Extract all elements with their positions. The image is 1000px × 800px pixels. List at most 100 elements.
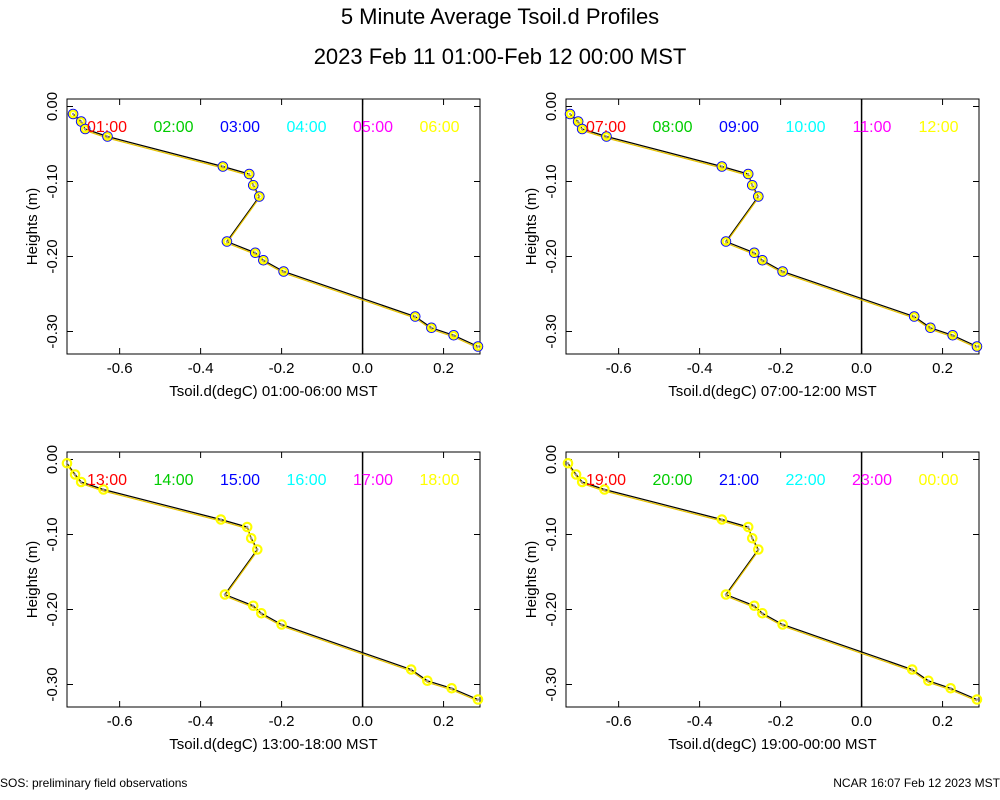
y-tick-label: 0.00 <box>44 445 61 474</box>
data-point-center <box>476 698 480 701</box>
data-point <box>279 267 289 276</box>
x-axis-label: Tsoil.d(degC) 13:00-18:00 MST <box>169 736 377 753</box>
data-point-center <box>580 480 584 484</box>
data-point-center <box>245 525 249 529</box>
data-point <box>577 124 587 134</box>
legend-label: 14:00 <box>153 472 193 489</box>
legend-label: 17:00 <box>353 472 393 489</box>
y-tick-label: -0.10 <box>44 164 61 198</box>
data-point <box>75 476 87 488</box>
data-point <box>746 532 758 544</box>
profile-line <box>567 464 978 702</box>
data-point <box>909 312 919 321</box>
data-point-center <box>574 473 578 476</box>
x-tick-label: -0.2 <box>768 713 794 730</box>
data-point-center <box>280 623 283 626</box>
data-point <box>245 532 257 544</box>
data-point <box>76 117 86 126</box>
data-point-center <box>219 518 223 521</box>
plot-frame <box>565 451 980 708</box>
data-point-center <box>254 251 257 254</box>
data-point-center <box>79 480 83 484</box>
x-tick-label: 0.0 <box>851 713 872 730</box>
data-point <box>599 484 610 495</box>
data-point-center <box>221 165 225 168</box>
profile-line <box>72 113 479 348</box>
data-point-center <box>576 120 580 123</box>
data-point-center <box>975 345 979 348</box>
data-point <box>972 342 982 351</box>
data-point-center <box>724 593 728 596</box>
data-point-center <box>452 334 455 337</box>
legend-label: 08:00 <box>652 119 692 136</box>
y-tick-label: 0.00 <box>543 92 560 121</box>
data-point-center <box>256 548 259 551</box>
data-point <box>923 675 934 687</box>
data-point-center <box>927 679 930 682</box>
footer-right: NCAR 16:07 Feb 12 2023 MST <box>833 776 1000 790</box>
data-point <box>241 521 253 533</box>
y-tick-label: -0.20 <box>543 239 560 273</box>
data-point <box>747 180 757 190</box>
data-point-center <box>73 473 77 476</box>
data-point <box>721 237 731 246</box>
data-point <box>258 255 268 265</box>
data-point <box>252 544 263 555</box>
data-point <box>573 117 583 126</box>
legend-label: 00:00 <box>918 472 958 489</box>
y-tick-label: -0.30 <box>543 314 560 348</box>
data-point-center <box>250 537 253 540</box>
y-axis-label: Heights (m) <box>24 541 41 619</box>
y-tick-label: -0.30 <box>543 667 560 701</box>
x-axis-label: Tsoil.d(degC) 01:00-06:00 MST <box>169 383 377 400</box>
y-tick-label: -0.20 <box>44 592 61 626</box>
data-point <box>449 330 459 340</box>
x-tick-label: -0.6 <box>107 713 133 730</box>
data-point-center <box>414 315 417 318</box>
data-point <box>562 457 574 469</box>
data-point-center <box>102 488 105 491</box>
data-point <box>757 255 767 265</box>
profile-line <box>66 464 479 702</box>
plot-panel: -0.6 -0.4 -0.2 0.0 0.2 0.00 -0.10 -0.20 -0.30 Tso… <box>523 92 983 400</box>
y-tick-label: -0.20 <box>44 239 61 273</box>
data-point-center <box>476 345 480 348</box>
legend-label: 22:00 <box>785 472 825 489</box>
data-point-center <box>781 270 784 273</box>
data-point-center <box>71 112 75 116</box>
x-tick-label: 0.2 <box>433 713 454 730</box>
data-point-center <box>248 172 251 176</box>
data-point-center <box>720 518 724 521</box>
data-point <box>248 180 258 190</box>
profile-line <box>569 115 978 349</box>
data-point-center <box>747 172 750 176</box>
data-point <box>222 237 232 246</box>
profile-line <box>72 115 479 349</box>
x-tick-label: -0.4 <box>687 360 713 377</box>
data-point-center <box>282 270 285 273</box>
data-point <box>743 169 753 179</box>
plot-frame <box>66 98 481 355</box>
data-point <box>410 312 420 321</box>
x-tick-label: 0.2 <box>932 360 953 377</box>
data-point <box>276 619 287 630</box>
legend-label: 15:00 <box>220 472 260 489</box>
data-point <box>218 162 228 171</box>
data-point <box>80 124 90 134</box>
data-point-center <box>720 165 724 168</box>
x-tick-label: 0.0 <box>851 360 872 377</box>
data-point <box>742 521 754 533</box>
data-point <box>778 267 788 276</box>
plot-frame <box>565 98 980 355</box>
data-point-center <box>605 135 608 138</box>
data-point-center <box>910 668 914 671</box>
data-point <box>244 169 254 179</box>
data-point <box>473 342 483 351</box>
legend-label: 09:00 <box>719 119 759 136</box>
legend-label: 03:00 <box>220 119 260 136</box>
data-point-center <box>929 326 932 329</box>
y-tick-label: -0.20 <box>543 592 560 626</box>
data-point <box>103 132 112 141</box>
x-tick-label: 0.0 <box>352 360 373 377</box>
x-tick-label: -0.6 <box>107 360 133 377</box>
